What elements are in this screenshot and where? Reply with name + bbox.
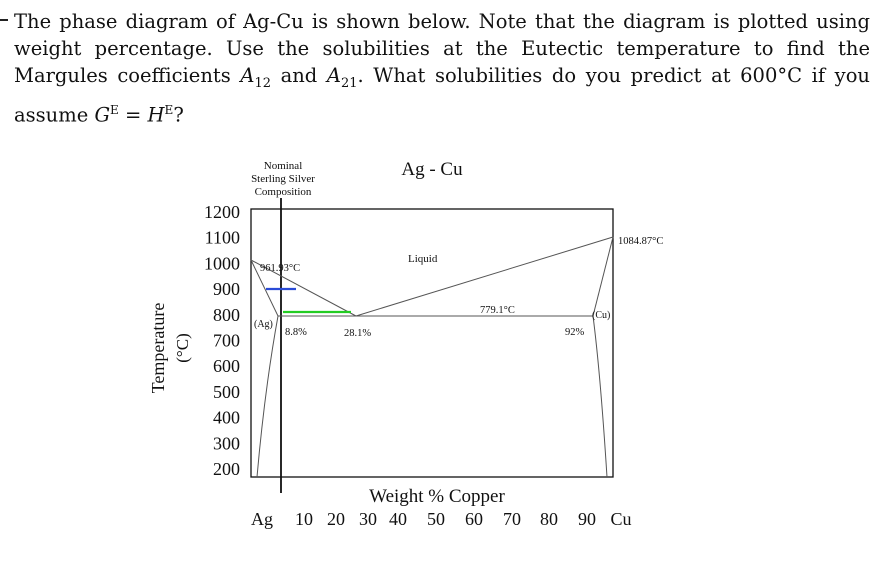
cu-melt-label: 1084.87°C <box>618 236 663 247</box>
a21-subscript: 21 <box>340 75 358 91</box>
nominal-label-1: Nominal <box>264 160 303 172</box>
y-tick-label: 1200 <box>204 202 240 222</box>
liquid-label: Liquid <box>408 253 438 265</box>
x-tick-label: 10 <box>295 509 313 529</box>
ge-symbol: G <box>94 103 111 127</box>
x-tick-label: 20 <box>327 509 345 529</box>
y-tick-label: 400 <box>213 408 240 428</box>
x-tick-labels: Ag 10 20 30 40 50 60 70 80 90 Cu <box>251 509 632 529</box>
y-tick-label: 200 <box>213 459 240 479</box>
x-tick-label: Ag <box>251 509 273 529</box>
y-tick-labels: 1200 1100 1000 900 800 700 600 500 400 300 200 <box>204 202 240 479</box>
eutectic-comp-label: 28.1% <box>344 328 371 339</box>
ge-superscript: E <box>110 102 119 117</box>
liquidus-left <box>250 259 357 317</box>
a12-subscript: 12 <box>254 75 271 91</box>
a21-symbol: A <box>326 64 341 87</box>
x-tick-label: 70 <box>503 509 521 529</box>
y-tick-label: 300 <box>213 433 240 453</box>
problem-statement: The phase diagram of Ag-Cu is shown belo… <box>14 8 870 128</box>
nominal-label-2: Sterling Silver <box>251 173 315 185</box>
x-tick-label: 60 <box>465 509 483 529</box>
x-tick-label: 80 <box>540 509 558 529</box>
y-axis-label: Temperature <box>148 303 168 394</box>
x-axis-label: Weight % Copper <box>369 486 505 507</box>
y-tick-label: 600 <box>213 356 240 376</box>
he-superscript: E <box>164 102 174 117</box>
he-symbol: H <box>147 103 165 127</box>
cu-solubility-label: 92% <box>565 327 585 338</box>
y-tick-label: 1100 <box>205 228 240 248</box>
and-text: and <box>270 64 327 87</box>
solvus-cu <box>592 315 608 478</box>
x-tick-label: Cu <box>610 509 631 529</box>
y-tick-label: 1000 <box>204 253 240 273</box>
liquidus-right <box>355 236 614 317</box>
ag-melt-label: 961.93°C <box>260 263 300 274</box>
nominal-label-3: Composition <box>255 186 312 198</box>
list-bullet <box>0 19 8 21</box>
solidus-ag <box>250 259 279 317</box>
y-tick-label: 900 <box>213 279 240 299</box>
problem-text-2: . What solubilities do you predict at 60… <box>14 64 870 127</box>
y-tick-label: 500 <box>213 382 240 402</box>
problem-text-1: The phase diagram of Ag-Cu is shown belo… <box>14 10 870 87</box>
x-tick-label: 40 <box>389 509 407 529</box>
ag-solubility-label: 8.8% <box>285 327 307 338</box>
question-mark: ? <box>173 103 184 127</box>
cu-phase-label: (Cu) <box>592 310 610 321</box>
eutectic-temp-label: 779.1°C <box>480 305 515 316</box>
diagram-title: Ag - Cu <box>401 159 463 180</box>
y-axis-unit: (°C) <box>173 333 192 362</box>
x-tick-label: 50 <box>427 509 445 529</box>
a12-symbol: A <box>240 64 255 87</box>
plot-frame <box>250 208 614 478</box>
solidus-cu <box>592 236 614 317</box>
x-tick-label: 90 <box>578 509 596 529</box>
solvus-ag <box>256 315 279 478</box>
equals-sign: = <box>118 103 148 127</box>
x-tick-label: 30 <box>359 509 377 529</box>
y-tick-label: 800 <box>213 305 240 325</box>
y-tick-label: 700 <box>213 331 240 351</box>
ag-phase-label: (Ag) <box>254 319 273 330</box>
